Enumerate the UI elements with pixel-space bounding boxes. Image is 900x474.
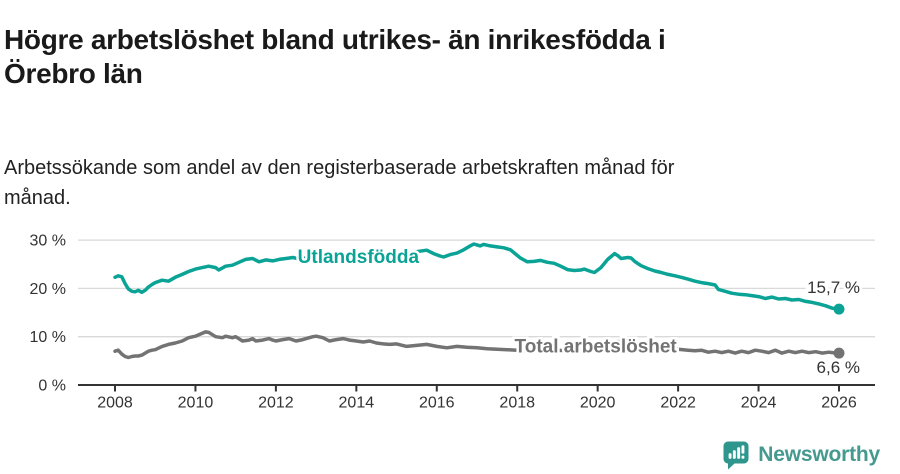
x-axis-tick-label: 2010 xyxy=(178,395,214,412)
x-axis-tick-label: 2008 xyxy=(97,395,133,412)
x-axis-tick-label: 2022 xyxy=(660,395,696,412)
exclamation-dot xyxy=(741,455,745,459)
series-end-dot xyxy=(833,303,845,315)
bar-chart-glyph xyxy=(728,445,745,459)
series-end-value-label: 6,6 % xyxy=(817,358,860,377)
page-title-line-2: Örebro län xyxy=(4,57,143,89)
x-axis-tick-label: 2018 xyxy=(499,395,535,412)
x-axis-tick-label: 2014 xyxy=(339,395,375,412)
page-title: Högre arbetslöshet bland utrikes- än inr… xyxy=(4,23,889,91)
line-chart-canvas: 0 % 10 % 20 % 30 % 2008 2010 2012 2014 2016 2018 2… xyxy=(30,233,875,412)
y-axis-tick-label: 20 % xyxy=(30,281,66,298)
chart-subtitle: Arbetssökande som andel av den registerb… xyxy=(4,153,834,213)
y-axis-tick-label: 0 % xyxy=(38,378,66,395)
x-axis-tick-label: 2016 xyxy=(419,395,455,412)
series-line-utlandsf-dda xyxy=(113,242,841,311)
y-axis-tick-label: 10 % xyxy=(30,329,66,346)
exclamation-bar xyxy=(741,445,745,454)
brand-footer: Newsworthy xyxy=(723,439,880,471)
newsworthy-logo-icon xyxy=(723,441,749,470)
y-axis-tick-label: 30 % xyxy=(30,233,66,250)
series-end-value-label: 15,7 % xyxy=(807,278,860,297)
x-axis-tick-label: 2026 xyxy=(821,395,857,412)
x-axis-tick-label: 2012 xyxy=(258,395,294,412)
x-axis-tick-label: 2020 xyxy=(580,395,616,412)
series-inline-label: Total arbetslöshet xyxy=(515,336,678,357)
x-axis-tick-label: 2024 xyxy=(741,395,777,412)
series-line-total-arbetsl-shet xyxy=(113,330,841,360)
chart-subtitle-line-2: månad. xyxy=(4,187,71,209)
series-inline-label: Utlandsfödda xyxy=(298,247,420,268)
chart-subtitle-line-1: Arbetssökande som andel av den registerb… xyxy=(4,157,675,179)
speech-bubble-shape xyxy=(723,441,749,470)
page-title-line-1: Högre arbetslöshet bland utrikes- än inr… xyxy=(4,23,666,55)
brand-name: Newsworthy xyxy=(758,443,880,466)
unemployment-line-chart: 0 % 10 % 20 % 30 % 2008 2010 2012 2014 2016 2018 2… xyxy=(0,228,900,418)
series-end-dot xyxy=(833,347,845,359)
